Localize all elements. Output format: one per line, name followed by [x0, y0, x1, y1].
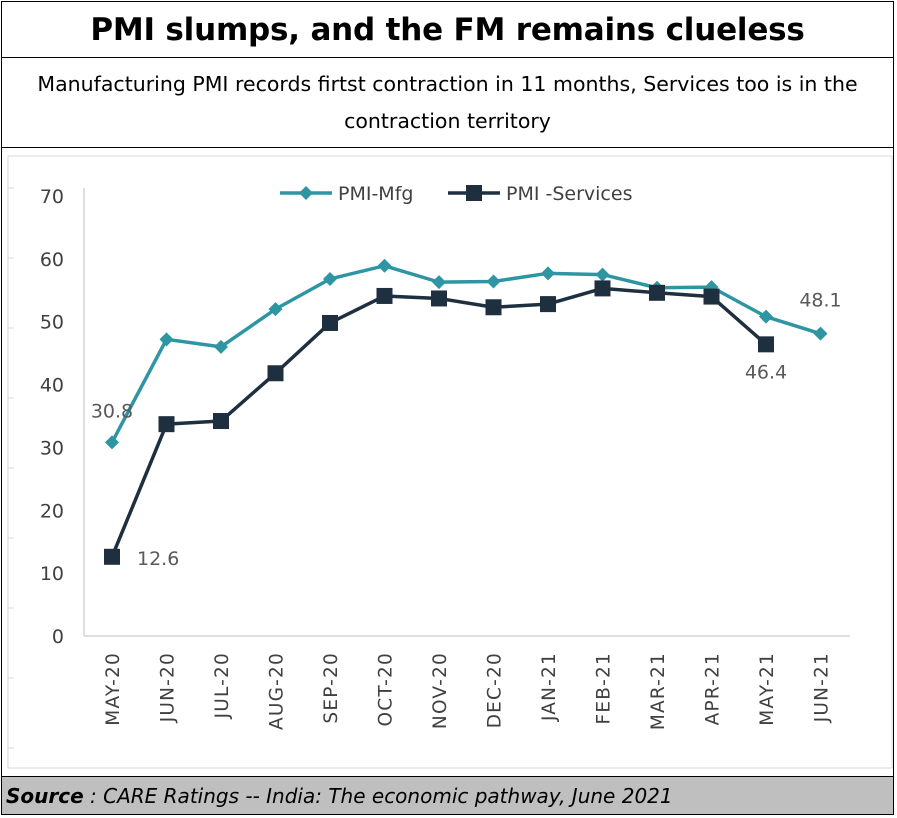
- data-point-pmi-mfg: [323, 271, 337, 286]
- x-tick-label: JUL-20: [212, 652, 233, 719]
- x-tick-label: SEP-20: [321, 652, 342, 724]
- data-point-pmi-mfg: [214, 339, 228, 354]
- data-point-pmi-services: [431, 290, 447, 307]
- page-title: PMI slumps, and the FM remains clueless: [90, 11, 805, 48]
- legend-marker-pmi-mfg: [299, 186, 313, 200]
- data-point-pmi-services: [322, 314, 338, 331]
- x-tick-label: OCT-20: [376, 652, 397, 727]
- source-text: : CARE Ratings -- India: The economic pa…: [83, 783, 673, 808]
- x-tick-label: JAN-21: [539, 652, 560, 722]
- title-box: PMI slumps, and the FM remains clueless: [2, 2, 893, 58]
- data-label: 48.1: [799, 290, 841, 312]
- data-point-pmi-services: [213, 413, 229, 430]
- data-point-pmi-mfg: [432, 275, 446, 290]
- y-tick-label: 20: [40, 500, 64, 522]
- data-point-pmi-services: [758, 336, 774, 353]
- data-point-pmi-services: [540, 296, 556, 313]
- data-point-pmi-services: [104, 548, 120, 565]
- series-line-pmi-services: [110, 286, 768, 558]
- data-point-pmi-mfg: [105, 435, 119, 450]
- data-point-pmi-mfg: [759, 309, 773, 324]
- data-point-pmi-services: [485, 299, 502, 316]
- x-tick-label: APR-21: [703, 652, 724, 725]
- x-tick-label: MAY-21: [757, 652, 778, 726]
- data-point-pmi-mfg: [595, 267, 610, 282]
- series-line-pmi-mfg: [110, 264, 822, 444]
- plot-panel-border: [7, 155, 893, 769]
- data-point-pmi-mfg: [377, 258, 392, 273]
- data-point-pmi-mfg: [486, 274, 501, 289]
- x-tick-label: JUN-21: [812, 652, 833, 723]
- y-tick-label: 60: [40, 249, 64, 271]
- legend-marker-pmi-services: [466, 185, 482, 201]
- y-tick-label: 50: [40, 312, 64, 334]
- data-point-pmi-mfg: [268, 302, 283, 317]
- data-label: 46.4: [745, 361, 787, 383]
- x-tick-label: JUN-20: [158, 652, 179, 723]
- data-point-pmi-services: [703, 288, 720, 305]
- y-tick-label: 10: [40, 563, 64, 585]
- legend-label-pmi-services: PMI -Services: [506, 183, 632, 205]
- y-tick-label: 70: [40, 186, 64, 208]
- data-label: 12.6: [137, 548, 179, 570]
- data-label: 30.8: [91, 400, 133, 422]
- data-point-pmi-services: [158, 416, 175, 433]
- y-tick-label: 40: [40, 375, 64, 397]
- data-point-pmi-services: [267, 365, 284, 382]
- source-box: Source : CARE Ratings -- India: The econ…: [2, 776, 893, 814]
- data-point-pmi-services: [376, 287, 393, 304]
- data-point-pmi-mfg: [813, 326, 828, 341]
- x-tick-label: FEB-21: [594, 652, 615, 724]
- source-note: Source : CARE Ratings -- India: The econ…: [6, 784, 673, 808]
- y-tick-label: 30: [40, 437, 64, 459]
- x-tick-label: NOV-20: [430, 652, 451, 729]
- chart-area: 0 10 20 30 40 50 60 70 MAY-20 JUN-20 JUL-20 AUG-20 S…: [2, 148, 893, 778]
- pmi-line-chart: 0 10 20 30 40 50 60 70 MAY-20 JUN-20 JUL-20 AUG-20 S…: [7, 155, 893, 769]
- subtitle-box: Manufacturing PMI records firtst contrac…: [2, 58, 893, 148]
- x-tick-label: DEC-20: [485, 652, 506, 728]
- page-subtitle: Manufacturing PMI records firtst contrac…: [37, 71, 858, 133]
- data-point-pmi-services: [594, 280, 611, 297]
- y-tick-label: 0: [52, 626, 64, 648]
- source-label: Source: [6, 783, 84, 808]
- legend-label-pmi-mfg: PMI-Mfg: [338, 183, 413, 205]
- data-point-pmi-mfg: [541, 266, 555, 281]
- data-point-pmi-mfg: [159, 332, 174, 347]
- x-tick-label: AUG-20: [267, 652, 288, 730]
- x-tick-label: MAR-21: [648, 652, 669, 730]
- data-point-pmi-services: [649, 284, 665, 301]
- x-tick-label: MAY-20: [103, 652, 124, 726]
